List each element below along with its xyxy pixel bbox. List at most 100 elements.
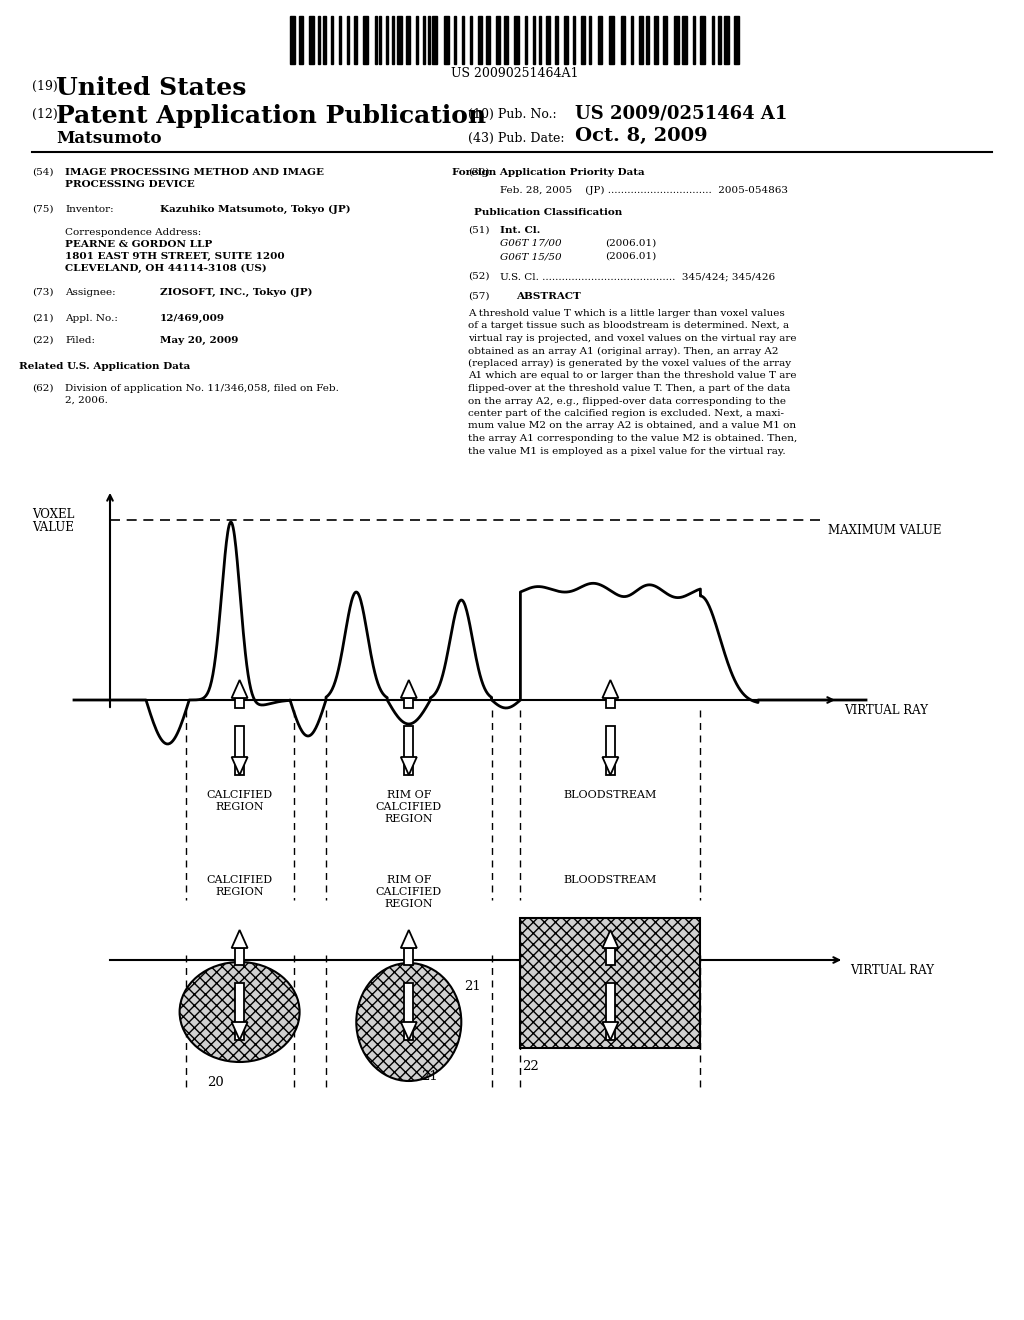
- Bar: [339, 16, 341, 63]
- Text: CALCIFIED: CALCIFIED: [376, 887, 442, 898]
- Text: 22: 22: [522, 1060, 540, 1073]
- Text: 21: 21: [464, 979, 480, 993]
- Bar: [631, 16, 633, 63]
- Bar: [693, 16, 695, 63]
- Text: Related U.S. Application Data: Related U.S. Application Data: [19, 362, 190, 371]
- Text: (62): (62): [32, 384, 53, 393]
- Bar: [520, 917, 700, 1048]
- Text: REGION: REGION: [215, 887, 264, 898]
- Bar: [654, 16, 658, 63]
- Bar: [397, 16, 401, 63]
- Bar: [323, 16, 327, 63]
- Bar: [416, 16, 418, 63]
- Text: (52): (52): [468, 272, 489, 281]
- Text: CALCIFIED: CALCIFIED: [376, 803, 442, 812]
- Bar: [734, 16, 738, 63]
- Text: US 2009/0251464 A1: US 2009/0251464 A1: [575, 104, 787, 121]
- Bar: [404, 726, 414, 775]
- Polygon shape: [602, 680, 618, 698]
- Polygon shape: [400, 680, 417, 698]
- Text: CLEVELAND, OH 44114-3108 (US): CLEVELAND, OH 44114-3108 (US): [65, 264, 266, 273]
- Bar: [428, 16, 430, 63]
- Text: mum value M2 on the array A2 is obtained, and a value M1 on: mum value M2 on the array A2 is obtained…: [468, 421, 796, 430]
- Bar: [606, 726, 614, 775]
- Bar: [404, 948, 414, 965]
- Text: May 20, 2009: May 20, 2009: [160, 337, 239, 345]
- Bar: [386, 16, 388, 63]
- Bar: [525, 16, 527, 63]
- Bar: [718, 16, 721, 63]
- Text: ABSTRACT: ABSTRACT: [516, 292, 581, 301]
- Bar: [236, 726, 244, 775]
- Bar: [236, 698, 244, 708]
- Bar: [462, 16, 464, 63]
- Bar: [404, 983, 414, 1040]
- Text: Publication Classification: Publication Classification: [474, 209, 623, 216]
- Text: the value M1 is employed as a pixel value for the virtual ray.: the value M1 is employed as a pixel valu…: [468, 446, 785, 455]
- Text: VIRTUAL RAY: VIRTUAL RAY: [850, 964, 934, 977]
- Text: (2006.01): (2006.01): [605, 252, 656, 261]
- Bar: [534, 16, 536, 63]
- Text: center part of the calcified region is excluded. Next, a maxi-: center part of the calcified region is e…: [468, 409, 784, 418]
- Bar: [454, 16, 457, 63]
- Text: CALCIFIED: CALCIFIED: [207, 789, 272, 800]
- Bar: [724, 16, 729, 63]
- Text: Division of application No. 11/346,058, filed on Feb.: Division of application No. 11/346,058, …: [65, 384, 339, 393]
- Bar: [299, 16, 303, 63]
- Ellipse shape: [356, 964, 461, 1081]
- Bar: [486, 16, 490, 63]
- Bar: [606, 698, 614, 708]
- Text: VOXEL: VOXEL: [32, 508, 75, 521]
- Text: Filed:: Filed:: [65, 337, 95, 345]
- Text: G06T 17/00: G06T 17/00: [500, 239, 561, 248]
- Polygon shape: [231, 756, 248, 775]
- Text: 1801 EAST 9TH STREET, SUITE 1200: 1801 EAST 9TH STREET, SUITE 1200: [65, 252, 285, 261]
- Bar: [598, 16, 602, 63]
- Text: (51): (51): [468, 226, 489, 235]
- Bar: [546, 16, 550, 63]
- Text: VALUE: VALUE: [32, 521, 74, 535]
- Text: 20: 20: [208, 1076, 224, 1089]
- Text: Matsumoto: Matsumoto: [56, 129, 162, 147]
- Bar: [404, 698, 414, 708]
- Bar: [406, 16, 410, 63]
- Bar: [646, 16, 649, 63]
- Polygon shape: [231, 1022, 248, 1040]
- Bar: [573, 16, 574, 63]
- Text: United States: United States: [56, 77, 247, 100]
- Bar: [621, 16, 625, 63]
- Bar: [581, 16, 585, 63]
- Bar: [504, 16, 508, 63]
- Text: MAXIMUM VALUE: MAXIMUM VALUE: [828, 524, 941, 537]
- Polygon shape: [602, 931, 618, 948]
- Bar: [663, 16, 667, 63]
- Text: obtained as an array A1 (original array). Then, an array A2: obtained as an array A1 (original array)…: [468, 346, 778, 355]
- Text: IMAGE PROCESSING METHOD AND IMAGE: IMAGE PROCESSING METHOD AND IMAGE: [65, 168, 324, 177]
- Text: (75): (75): [32, 205, 53, 214]
- Text: 12/469,009: 12/469,009: [160, 314, 225, 323]
- Text: (43) Pub. Date:: (43) Pub. Date:: [468, 132, 564, 145]
- Bar: [514, 16, 519, 63]
- Text: of a target tissue such as bloodstream is determined. Next, a: of a target tissue such as bloodstream i…: [468, 322, 790, 330]
- Bar: [423, 16, 425, 63]
- Text: Patent Application Publication: Patent Application Publication: [56, 104, 486, 128]
- Text: (73): (73): [32, 288, 53, 297]
- Bar: [379, 16, 381, 63]
- Bar: [606, 983, 614, 1040]
- Text: (replaced array) is generated by the voxel values of the array: (replaced array) is generated by the vox…: [468, 359, 792, 368]
- Polygon shape: [400, 931, 417, 948]
- Text: (57): (57): [468, 292, 489, 301]
- Text: virtual ray is projected, and voxel values on the virtual ray are: virtual ray is projected, and voxel valu…: [468, 334, 797, 343]
- Bar: [432, 16, 437, 63]
- Polygon shape: [602, 1022, 618, 1040]
- Polygon shape: [231, 931, 248, 948]
- Text: PEARNE & GORDON LLP: PEARNE & GORDON LLP: [65, 240, 212, 249]
- Polygon shape: [400, 1022, 417, 1040]
- Text: flipped-over at the threshold value T. Then, a part of the data: flipped-over at the threshold value T. T…: [468, 384, 791, 393]
- Text: RIM OF: RIM OF: [386, 789, 431, 800]
- Text: BLOODSTREAM: BLOODSTREAM: [564, 875, 657, 884]
- Bar: [496, 16, 500, 63]
- Text: (19): (19): [32, 81, 57, 92]
- Bar: [236, 983, 244, 1040]
- Bar: [589, 16, 592, 63]
